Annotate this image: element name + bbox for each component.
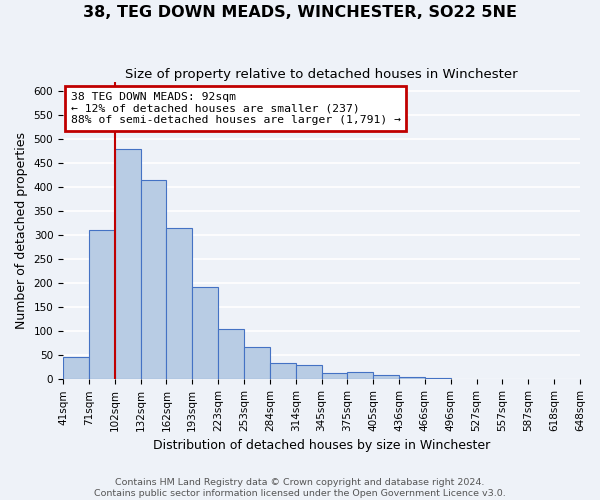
Bar [63,357,89,380]
Bar [192,287,218,380]
Bar [322,372,347,380]
Bar [140,180,166,380]
Bar [347,372,373,380]
Bar [425,378,451,380]
Bar [218,329,244,380]
Bar [89,230,115,380]
Text: Contains HM Land Registry data © Crown copyright and database right 2024.
Contai: Contains HM Land Registry data © Crown c… [94,478,506,498]
Bar [296,365,322,380]
Bar [166,228,192,380]
X-axis label: Distribution of detached houses by size in Winchester: Distribution of detached houses by size … [153,440,490,452]
Bar [244,346,270,380]
Title: Size of property relative to detached houses in Winchester: Size of property relative to detached ho… [125,68,518,80]
Text: 38 TEG DOWN MEADS: 92sqm
← 12% of detached houses are smaller (237)
88% of semi-: 38 TEG DOWN MEADS: 92sqm ← 12% of detach… [71,92,401,126]
Bar [399,377,425,380]
Text: 38, TEG DOWN MEADS, WINCHESTER, SO22 5NE: 38, TEG DOWN MEADS, WINCHESTER, SO22 5NE [83,5,517,20]
Bar [270,362,296,380]
Bar [373,376,399,380]
Y-axis label: Number of detached properties: Number of detached properties [15,132,28,329]
Bar [115,149,140,380]
